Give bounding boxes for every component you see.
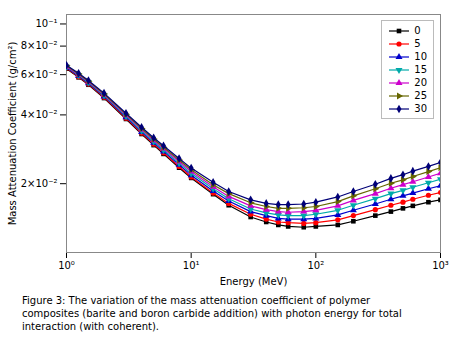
svg-text:Energy (MeV): Energy (MeV) bbox=[220, 276, 288, 287]
svg-text:6×10⁻²: 6×10⁻² bbox=[21, 69, 58, 80]
svg-text:8×10⁻²: 8×10⁻² bbox=[21, 40, 58, 51]
svg-text:10¹: 10¹ bbox=[183, 260, 200, 271]
html-text:15: 15 bbox=[414, 64, 427, 75]
html-text:Figure 3: The variation of the: Figure 3: The variation of the mass atte… bbox=[22, 295, 402, 332]
html-text:30: 30 bbox=[414, 103, 427, 114]
html-text:0: 0 bbox=[414, 25, 421, 36]
svg-text:10²: 10² bbox=[307, 260, 324, 271]
svg-text:2×10⁻²: 2×10⁻² bbox=[21, 178, 58, 189]
svg-text:10⁰: 10⁰ bbox=[58, 260, 75, 271]
html-text:10: 10 bbox=[414, 51, 427, 62]
html-text:20: 20 bbox=[414, 77, 427, 88]
html-text:25: 25 bbox=[414, 90, 427, 101]
html-text:5: 5 bbox=[414, 38, 421, 49]
svg-text:Mass Attenuation Coefficient (: Mass Attenuation Coefficient (g/cm²) bbox=[7, 42, 18, 226]
svg-text:10³: 10³ bbox=[432, 260, 449, 271]
svg-text:4×10⁻²: 4×10⁻² bbox=[21, 109, 58, 120]
svg-text:10⁻¹: 10⁻¹ bbox=[35, 18, 57, 29]
